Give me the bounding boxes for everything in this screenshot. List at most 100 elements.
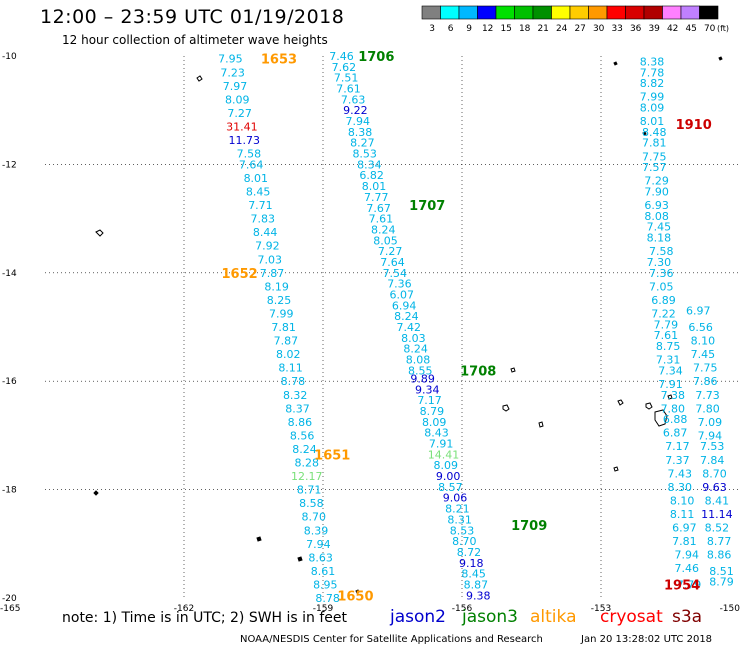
island-outline <box>95 229 104 237</box>
pass-time-labels: 1653 1652 1651 1650 1706 1707 1708 1709 1910 1954 <box>222 50 712 604</box>
footer-timestamp: Jan 20 13:28:02 UTC 2018 <box>581 634 713 645</box>
swh-value: 8.09 <box>640 101 665 114</box>
swh-value: 7.95 <box>218 53 243 66</box>
swh-value: 7.31 <box>656 354 681 367</box>
swh-value: 7.17 <box>417 394 442 407</box>
swh-value: 8.21 <box>445 503 470 516</box>
swh-value: 7.80 <box>661 402 686 415</box>
legend-jason2: jason2 <box>390 607 446 627</box>
swh-value: 8.39 <box>304 524 329 537</box>
swh-value: 31.41 <box>226 120 258 133</box>
swh-value: 8.08 <box>406 354 431 367</box>
swh-value: 7.87 <box>274 335 299 348</box>
scale-tick-label: 9 <box>466 24 472 34</box>
island-outline <box>256 536 262 542</box>
swh-value: 7.61 <box>654 329 679 342</box>
swh-value: 7.45 <box>691 348 716 361</box>
swh-value: 8.01 <box>640 115 665 128</box>
swh-value: 7.43 <box>668 467 693 480</box>
swh-value: 9.34 <box>415 383 440 396</box>
pass-time-label: 1708 <box>460 364 496 379</box>
swh-value: 9.00 <box>436 470 461 483</box>
swh-value: 8.77 <box>707 535 732 548</box>
swh-value: 8.10 <box>670 494 695 507</box>
swh-value: 8.71 <box>297 484 322 497</box>
x-tick-label: -159 <box>313 604 334 614</box>
scale-tick-label: 24 <box>556 24 568 34</box>
swh-value: 7.64 <box>380 256 405 269</box>
swh-value: 7.94 <box>346 115 371 128</box>
swh-value: 8.34 <box>357 158 382 171</box>
swh-value: 7.61 <box>336 83 361 96</box>
scale-tick-label: 21 <box>537 24 548 34</box>
pass-time-label: 1652 <box>222 267 258 282</box>
swh-value: 8.75 <box>656 340 681 353</box>
island-outline <box>502 404 510 412</box>
island-outline <box>613 466 619 472</box>
swh-value: 7.46 <box>329 50 354 63</box>
page-subtitle: 12 hour collection of altimeter wave hei… <box>62 33 328 47</box>
swh-value: 8.09 <box>434 459 459 472</box>
swh-value: 7.53 <box>700 440 725 453</box>
swh-value: 8.37 <box>285 402 310 415</box>
swh-value: 7.36 <box>649 267 674 280</box>
swh-value: 6.88 <box>663 413 688 426</box>
swh-value: 7.79 <box>654 318 679 331</box>
swh-value: 7.03 <box>257 253 282 266</box>
swh-value: 6.07 <box>390 288 415 301</box>
swh-value: 8.79 <box>420 405 445 418</box>
swh-value: 7.94 <box>306 538 331 551</box>
swh-value: 7.29 <box>644 175 669 188</box>
swh-value: 7.57 <box>642 161 667 174</box>
island-outline <box>93 490 99 496</box>
swh-value: 8.01 <box>244 172 269 185</box>
swh-value: 6.97 <box>672 522 697 535</box>
scale-tick-label: 18 <box>519 24 531 34</box>
swh-value: 7.17 <box>665 440 690 453</box>
swh-value: 7.61 <box>369 213 394 226</box>
swh-value: 8.24 <box>403 343 428 356</box>
swh-value: 8.78 <box>281 375 306 388</box>
island-outline <box>196 75 203 82</box>
swh-value: 8.70 <box>452 535 477 548</box>
scale-tick-label: 70 <box>704 24 716 34</box>
swh-value: 7.91 <box>429 438 454 451</box>
swh-value: 8.38 <box>640 55 665 68</box>
swh-value: 7.75 <box>642 150 667 163</box>
swh-value: 7.86 <box>693 375 718 388</box>
swh-value: 8.70 <box>702 467 727 480</box>
scale-tick-label: 27 <box>574 24 585 34</box>
swh-value: 8.52 <box>705 522 730 535</box>
swh-value: 8.09 <box>422 416 447 429</box>
swh-value: 8.82 <box>640 77 665 90</box>
color-scale-legend: 3 6 9 12 15 18 21 24 27 30 33 36 39 42 45 70 (ft) <box>421 5 729 34</box>
x-tick-label: -156 <box>452 604 473 614</box>
swh-value: 8.08 <box>644 210 669 223</box>
swh-value: 8.38 <box>348 126 373 139</box>
pass-time-label: 1706 <box>358 50 394 65</box>
y-tick-label: -18 <box>2 486 17 496</box>
swh-value: 7.38 <box>661 389 686 402</box>
swh-value: 6.87 <box>663 427 688 440</box>
swh-value: 6.94 <box>392 299 417 312</box>
swh-value: 9.22 <box>343 104 368 117</box>
scale-swatch <box>699 5 719 20</box>
swh-value: 8.79 <box>709 576 734 589</box>
swh-value: 9.63 <box>702 481 727 494</box>
island-outline <box>355 589 360 594</box>
swh-value: 7.77 <box>364 191 389 204</box>
swh-value: 7.67 <box>366 202 391 215</box>
swh-value: 7.23 <box>220 66 245 79</box>
swh-value: 11.14 <box>701 508 733 521</box>
y-tick-label: -10 <box>2 52 17 62</box>
swh-value: 8.19 <box>264 280 289 293</box>
swh-value: 7.27 <box>227 107 252 120</box>
scale-tick-label: 39 <box>648 24 660 34</box>
swh-value: 6.89 <box>651 294 676 307</box>
swh-value: 7.54 <box>383 267 408 280</box>
swh-value: 8.51 <box>709 565 734 578</box>
swh-value: 7.09 <box>698 416 723 429</box>
swh-value: 6.97 <box>686 305 711 318</box>
swh-value: 8.48 <box>642 126 667 139</box>
swh-value: 7.63 <box>341 93 366 106</box>
